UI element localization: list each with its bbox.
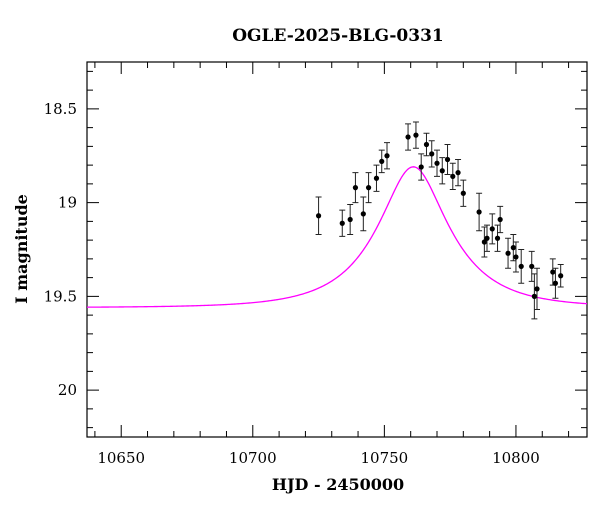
data-point xyxy=(481,239,487,245)
y-tick-label: 20 xyxy=(58,381,77,399)
x-axis-label: HJD - 2450000 xyxy=(272,475,404,494)
data-point xyxy=(534,286,540,292)
data-point xyxy=(347,216,353,223)
data-point xyxy=(484,235,490,241)
data-point xyxy=(444,156,451,163)
data-point xyxy=(558,273,564,279)
data-point xyxy=(497,216,503,223)
data-point xyxy=(315,213,322,219)
data-point xyxy=(455,170,461,176)
model-curve xyxy=(86,166,588,308)
data-point xyxy=(460,190,466,196)
y-tick-label: 19 xyxy=(58,194,77,212)
data-point xyxy=(379,158,385,164)
plot-frame xyxy=(86,61,588,438)
data-point xyxy=(365,185,372,191)
data-point xyxy=(439,168,445,174)
y-tick-label: 19.5 xyxy=(44,287,77,305)
data-point xyxy=(418,164,424,170)
data-point xyxy=(494,235,501,241)
data-point xyxy=(552,280,559,286)
data-point xyxy=(550,269,556,275)
data-point xyxy=(450,173,456,179)
data-point xyxy=(529,263,535,269)
x-tick-label: 10750 xyxy=(361,449,409,467)
data-point xyxy=(476,209,482,215)
data-point xyxy=(518,263,524,269)
data-point xyxy=(513,254,519,260)
data-point xyxy=(360,211,366,217)
data-point xyxy=(405,134,411,140)
data-point xyxy=(339,220,345,226)
data-point xyxy=(531,293,537,299)
data-point xyxy=(434,160,440,166)
data-point xyxy=(510,245,516,251)
data-point xyxy=(489,226,495,232)
y-axis-label: I magnitude xyxy=(12,194,31,304)
data-point xyxy=(429,151,435,157)
x-tick-label: 10800 xyxy=(492,449,540,467)
x-tick-label: 10700 xyxy=(229,449,277,467)
chart-title: OGLE-2025-BLG-0331 xyxy=(232,26,444,46)
data-point xyxy=(413,132,419,138)
y-tick-label: 18.5 xyxy=(44,100,77,118)
x-tick-label: 10650 xyxy=(97,449,145,467)
data-point xyxy=(423,141,430,148)
data-point xyxy=(384,153,390,159)
data-point xyxy=(352,185,359,191)
data-point xyxy=(505,250,511,256)
data-point xyxy=(373,175,380,181)
